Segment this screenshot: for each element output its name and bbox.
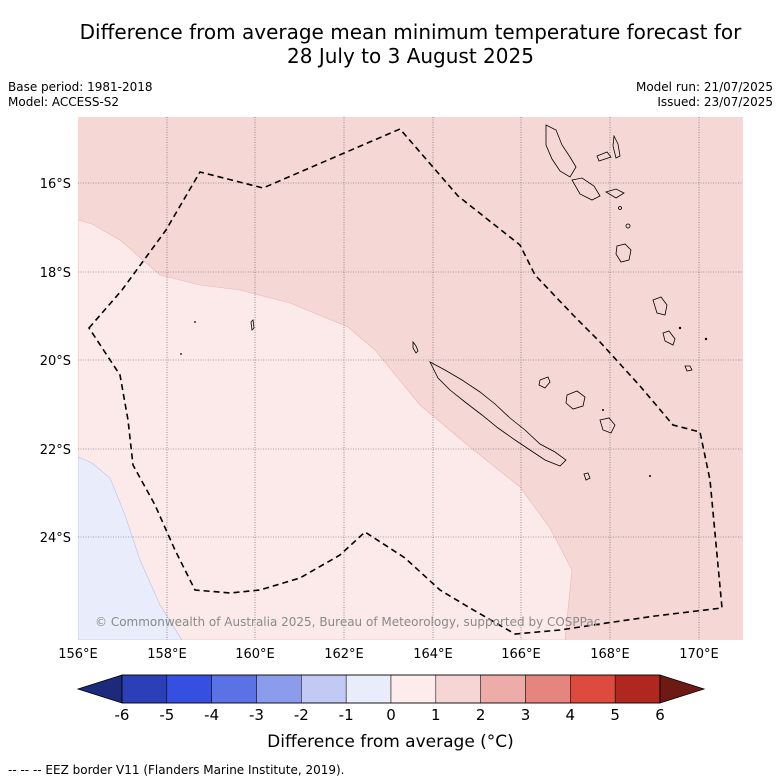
- lat-label: 16°S: [40, 177, 71, 192]
- colorbar-tick-label: -6: [115, 706, 130, 724]
- colorbar-swatch: [166, 674, 212, 704]
- loyalty-island-lifou: [565, 390, 586, 410]
- lon-label: 156°E: [58, 647, 98, 662]
- lon-label: 170°E: [679, 647, 719, 662]
- colorbar-swatch: [480, 674, 526, 704]
- lon-label: 164°E: [413, 647, 453, 662]
- lat-label: 18°S: [40, 266, 71, 281]
- colorbar-tick-label: 1: [431, 706, 441, 724]
- colorbar-tick-label: 2: [476, 706, 486, 724]
- colorbar-arrow-right: [659, 674, 706, 704]
- issued-date: Issued: 23/07/2025: [657, 95, 773, 109]
- islet-6: [602, 409, 604, 411]
- vanuatu-efate: [615, 243, 632, 263]
- gridlines: [78, 117, 743, 640]
- islet-3: [678, 326, 682, 330]
- colorbar-arrow-left: [76, 674, 123, 704]
- reef-islet-1: [194, 321, 196, 323]
- latitude-labels: 16°S 18°S 20°S 22°S 24°S: [40, 177, 71, 546]
- vanuatu-espiritu-santo: [545, 124, 577, 178]
- lon-label: 168°E: [590, 647, 630, 662]
- lon-label: 162°E: [324, 647, 364, 662]
- title-line-2: 28 July to 3 August 2025: [287, 44, 534, 68]
- new-caledonia-island: [429, 361, 567, 467]
- vanuatu-ambae: [596, 151, 612, 162]
- lon-label: 160°E: [235, 647, 275, 662]
- lat-label: 24°S: [40, 531, 71, 546]
- islet-2: [625, 223, 631, 229]
- loyalty-island-mare: [599, 417, 616, 434]
- longitude-labels: 156°E 158°E 160°E 162°E 164°E 166°E 168°…: [58, 647, 719, 662]
- reef-islet-2: [180, 353, 182, 355]
- vanuatu-erromango: [652, 296, 668, 316]
- vanuatu-malakula: [571, 177, 601, 201]
- colorbar-swatch: [211, 674, 257, 704]
- colorbar-outline: [121, 674, 661, 704]
- lon-label: 158°E: [147, 647, 187, 662]
- colorbar-tick-label: 6: [655, 706, 665, 724]
- colorbar-swatch: [614, 674, 661, 704]
- colorbar-swatch: [256, 674, 302, 704]
- colorbar-swatches: [76, 674, 706, 704]
- model-run: Model run: 21/07/2025: [635, 80, 773, 94]
- colorbar-tick-label: 3: [521, 706, 531, 724]
- colorbar-tick-label: -1: [339, 706, 354, 724]
- vanuatu-ambrym: [605, 188, 625, 199]
- colorbar-tick-label: 4: [566, 706, 576, 724]
- colorbar-tick-label: 5: [610, 706, 620, 724]
- lat-label: 22°S: [40, 443, 71, 458]
- belep-islands: [412, 340, 419, 354]
- vanuatu-aneityum: [684, 365, 693, 372]
- chart-title: Difference from average mean minimum tem…: [0, 20, 781, 68]
- eez-border: [87, 128, 723, 635]
- colorbar-tick-label: 0: [386, 706, 396, 724]
- colorbar-swatch: [435, 674, 481, 704]
- colorbar-tick-label: -2: [294, 706, 309, 724]
- lon-label: 166°E: [501, 647, 541, 662]
- colorbar-ticks: -6 -5 -4 -3 -2 -1 0 1 2 3 4 5 6: [115, 706, 665, 724]
- colorbar-tick-label: -3: [249, 706, 264, 724]
- eez-legend-note: -- -- -- EEZ border V11 (Flanders Marine…: [8, 763, 345, 777]
- colorbar-swatch: [345, 674, 392, 704]
- model-name: Model: ACCESS-S2: [8, 95, 120, 109]
- base-period: Base period: 1981-2018: [8, 80, 153, 94]
- islet-5: [649, 475, 651, 477]
- meta-left: Base period: 1981-2018 Model: ACCESS-S2: [8, 80, 153, 110]
- chesterfield-reef: [250, 319, 255, 331]
- anomaly-zone-neg1-0: [78, 456, 183, 640]
- title-line-1: Difference from average mean minimum tem…: [79, 20, 742, 44]
- colorbar-tick-label: -4: [204, 706, 219, 724]
- colorbar-swatch: [570, 674, 616, 704]
- vanuatu-maewo: [612, 134, 621, 159]
- colorbar-swatch: [121, 674, 168, 704]
- islet-4: [704, 337, 708, 341]
- map-area: © Commonwealth of Australia 2025, Bureau…: [78, 117, 743, 640]
- vanuatu-tanna: [662, 330, 676, 346]
- islet-1: [618, 206, 622, 210]
- colorbar-swatch: [301, 674, 347, 704]
- colorbar-tick-label: -5: [159, 706, 174, 724]
- colorbar: -6 -5 -4 -3 -2 -1 0 1 2 3 4 5 6: [76, 674, 706, 724]
- lat-label: 20°S: [40, 354, 71, 369]
- colorbar-label: Difference from average (°C): [267, 732, 514, 752]
- isle-of-pines: [583, 472, 591, 481]
- anomaly-zone-0-1: [78, 219, 573, 640]
- colorbar-swatch: [390, 674, 437, 704]
- colorbar-swatch: [525, 674, 571, 704]
- copyright-notice: © Commonwealth of Australia 2025, Bureau…: [95, 615, 600, 629]
- loyalty-island-ouvea: [538, 376, 551, 389]
- meta-right: Model run: 21/07/2025 Issued: 23/07/2025: [636, 80, 773, 110]
